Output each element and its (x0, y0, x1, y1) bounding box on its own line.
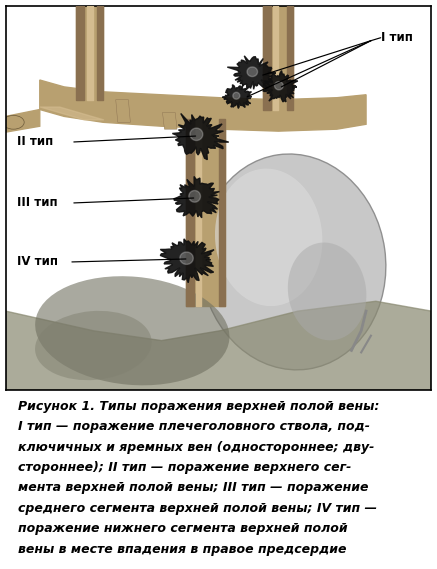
Polygon shape (172, 113, 229, 160)
Text: II тип: II тип (17, 135, 54, 149)
Polygon shape (263, 71, 298, 102)
Polygon shape (227, 56, 276, 89)
Polygon shape (233, 92, 240, 99)
Ellipse shape (200, 154, 386, 370)
Polygon shape (6, 301, 431, 390)
Polygon shape (163, 113, 177, 129)
Text: Рисунок 1. Типы поражения верхней полой вены:: Рисунок 1. Типы поражения верхней полой … (18, 399, 380, 413)
Text: среднего сегмента верхней полой вены; IV тип —: среднего сегмента верхней полой вены; IV… (18, 502, 378, 515)
Polygon shape (6, 109, 40, 132)
Text: мента верхней полой вены; III тип — поражение: мента верхней полой вены; III тип — пора… (18, 481, 369, 494)
Polygon shape (116, 100, 130, 122)
Polygon shape (40, 80, 366, 131)
Ellipse shape (215, 168, 323, 306)
Text: III тип: III тип (17, 196, 58, 209)
Text: ключичных и яремных вен (одностороннее; дву-: ключичных и яремных вен (одностороннее; … (18, 440, 375, 453)
Ellipse shape (288, 242, 366, 340)
Polygon shape (174, 176, 219, 218)
Polygon shape (274, 81, 283, 90)
Text: вены в месте впадения в правое предсердие: вены в месте впадения в правое предсерди… (18, 543, 347, 556)
Text: стороннее); II тип — поражение верхнего сег-: стороннее); II тип — поражение верхнего … (18, 461, 352, 474)
Polygon shape (190, 128, 203, 141)
Text: IV тип: IV тип (17, 255, 59, 269)
Polygon shape (160, 239, 214, 283)
Text: I тип — поражение плечеголовного ствола, под-: I тип — поражение плечеголовного ствола,… (18, 420, 371, 433)
Ellipse shape (3, 116, 24, 129)
Ellipse shape (35, 276, 229, 385)
Polygon shape (180, 252, 193, 265)
Text: I тип: I тип (381, 31, 413, 44)
Ellipse shape (35, 311, 152, 380)
Text: поражение нижнего сегмента верхней полой: поражение нижнего сегмента верхней полой (18, 522, 348, 535)
Polygon shape (247, 67, 257, 77)
Polygon shape (189, 191, 201, 202)
Polygon shape (222, 84, 252, 108)
